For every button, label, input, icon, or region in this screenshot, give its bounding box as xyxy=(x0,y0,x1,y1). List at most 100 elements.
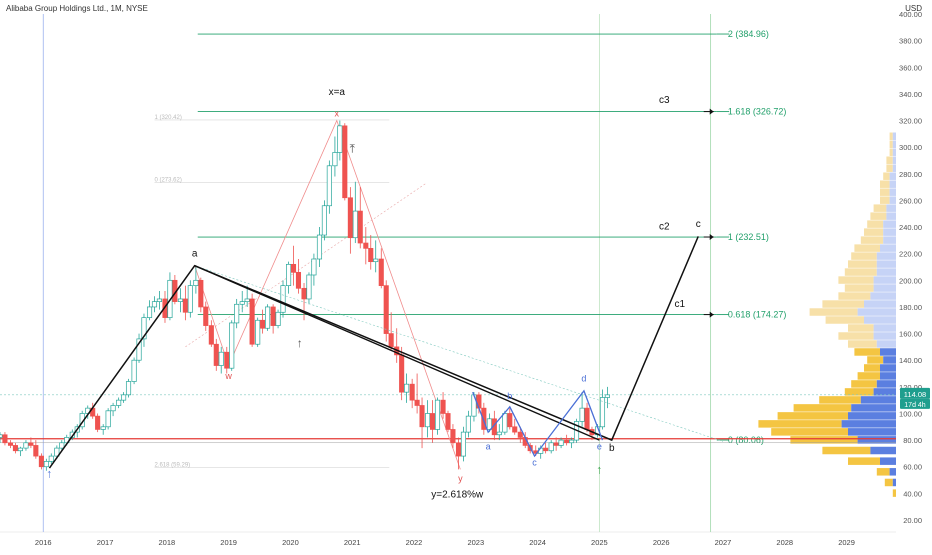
candle-body xyxy=(249,298,255,345)
y-tick-label: 80.00 xyxy=(903,436,922,445)
candle-body xyxy=(198,279,204,308)
last-price-tag xyxy=(900,387,930,399)
volume-bar-up xyxy=(854,348,880,356)
blue-wave xyxy=(472,389,604,458)
volume-bar-up xyxy=(867,220,884,228)
candle-body xyxy=(28,442,34,446)
volume-bar-up xyxy=(889,140,893,148)
candle-body xyxy=(151,301,158,308)
candle-body xyxy=(440,399,446,414)
faded-fib-label: 0 (273.62) xyxy=(154,177,181,183)
channel-dotted xyxy=(194,265,724,442)
candle-body xyxy=(404,383,410,393)
volume-bar-down xyxy=(873,324,896,332)
blue-wave-label: c xyxy=(532,457,537,467)
arrow-c3-head xyxy=(709,108,714,115)
x-tick-label: 2018 xyxy=(158,538,175,547)
x-tick-label: 2024 xyxy=(529,538,546,547)
volume-bar-up xyxy=(883,172,890,180)
candle-body xyxy=(543,447,549,452)
candle-body xyxy=(399,354,405,393)
candle-body xyxy=(378,258,384,286)
y-tick-label: 180.00 xyxy=(899,303,922,312)
volume-bar-up xyxy=(848,324,874,332)
volume-bar-up xyxy=(848,457,880,465)
volume-bar-down xyxy=(892,132,896,140)
fib-levels: 2 (384.96) 1.618 (326.72) 1 (232.51) 0.618 … xyxy=(197,29,787,445)
wave-label: c2 xyxy=(659,222,670,233)
y-tick-label: 100.00 xyxy=(899,409,922,418)
fib-label: 0.618 (174.27) xyxy=(728,310,787,320)
candle-body xyxy=(599,397,606,428)
volume-bar-up xyxy=(870,212,887,220)
y-tick-label: 360.00 xyxy=(899,63,922,72)
candle-body xyxy=(455,442,462,457)
candle-body xyxy=(548,442,554,452)
candle-body xyxy=(502,413,508,433)
volume-bar-down xyxy=(876,340,896,348)
volume-bar-up xyxy=(822,300,864,308)
candle-body xyxy=(2,434,8,444)
candle-body xyxy=(419,405,425,428)
candle-body xyxy=(352,210,358,239)
candle-body xyxy=(275,311,281,326)
volume-bar-up xyxy=(854,244,880,252)
volume-bar-up xyxy=(889,132,893,140)
volume-bar-down xyxy=(876,260,896,268)
volume-bar-down xyxy=(876,268,896,276)
volume-bar-down xyxy=(841,420,896,428)
arrow-c1-head xyxy=(709,311,714,318)
candle-body xyxy=(48,455,54,462)
candle-body xyxy=(363,242,369,249)
candle-body xyxy=(131,359,137,382)
candle-body xyxy=(270,306,276,326)
wave-label: c1 xyxy=(674,299,685,310)
wave-path xyxy=(48,236,699,469)
candle-body xyxy=(445,413,451,430)
arrow-c2-head xyxy=(709,234,714,241)
symbol-title: Alibaba Group Holdings Ltd., 1M, NYSE xyxy=(6,4,148,13)
volume-bar-down xyxy=(880,244,896,252)
y-tick-label: 220.00 xyxy=(899,250,922,259)
volume-bar-up xyxy=(851,380,877,388)
volume-bar-up xyxy=(873,204,887,212)
wave-label: b xyxy=(609,443,615,454)
candle-body xyxy=(43,461,49,468)
candle-body xyxy=(496,431,502,436)
volume-bar-up xyxy=(758,420,842,428)
candle-body xyxy=(584,407,590,430)
y-axis: 20.00 40.00 60.00 80.00 100.00 120.00 140.00 16… xyxy=(899,10,922,525)
volume-bar-down xyxy=(860,396,896,404)
volume-bar-down xyxy=(870,292,896,300)
candle-body xyxy=(95,415,101,430)
volume-bar-up xyxy=(838,276,874,284)
fib-label: 0 (80.06) xyxy=(728,435,764,445)
candle-body xyxy=(100,426,106,430)
volume-bar-down xyxy=(857,436,896,444)
countdown-tag xyxy=(900,398,930,409)
volume-bar-up xyxy=(880,180,890,188)
candle-body xyxy=(450,429,456,444)
volume-bar-down xyxy=(883,236,896,244)
volume-bar-down xyxy=(892,478,896,487)
volume-bar-up xyxy=(851,252,877,260)
y-tick-label: 380.00 xyxy=(899,37,922,46)
volume-bar-up xyxy=(886,164,893,172)
volume-bar-down xyxy=(886,204,896,212)
candle-body xyxy=(0,434,3,438)
volume-bar-down xyxy=(889,196,896,204)
candle-body xyxy=(239,301,245,305)
fib-label: 1 (232.51) xyxy=(728,232,769,242)
candle-body xyxy=(23,442,29,449)
volume-bar-up xyxy=(892,489,896,497)
marker-arrow: ↑ xyxy=(46,466,52,480)
pink-wave-label: w xyxy=(224,371,232,381)
fib-label: 2 (384.96) xyxy=(728,29,769,39)
volume-bar-up xyxy=(838,332,874,340)
candle-body xyxy=(265,306,271,329)
candle-body xyxy=(208,325,214,345)
volume-bar-up xyxy=(864,364,880,372)
candle-body xyxy=(316,234,323,260)
volume-bar-down xyxy=(889,180,896,188)
